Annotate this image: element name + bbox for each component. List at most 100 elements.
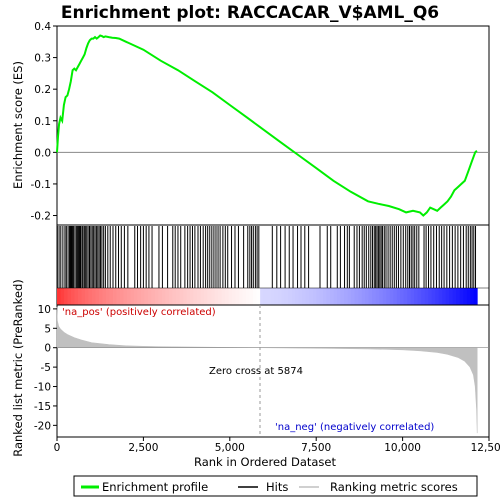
rank-color-segment: [92, 288, 96, 305]
rank-color-segment: [193, 288, 198, 305]
es-y-tick-label: 0.3: [34, 53, 51, 65]
rank-color-segment: [281, 288, 286, 305]
rank-color-segment: [407, 288, 412, 305]
rank-color-segment: [57, 288, 61, 305]
rank-color-segment: [88, 288, 93, 305]
rank-color-segment: [67, 288, 72, 305]
na-neg-annotation: 'na_neg' (negatively correlated): [275, 422, 434, 433]
rank-color-segment: [263, 288, 268, 305]
es-y-tick-label: 0.0: [34, 147, 51, 159]
rank-color-segment: [316, 288, 321, 305]
rank-color-segment: [463, 288, 468, 305]
rank-color-segment: [393, 288, 398, 305]
rank-color-segment: [389, 288, 394, 305]
es-y-tick-label: 0.4: [34, 21, 51, 33]
es-panel-frame: [56, 25, 490, 226]
metric-y-tick-label: 10: [38, 304, 51, 316]
metric-y-tick-label: -15: [34, 401, 51, 413]
metric-y-tick-label: -20: [34, 420, 51, 432]
rank-color-segment: [382, 288, 387, 305]
x-tick-label: 10,000: [384, 442, 421, 454]
rank-color-segment: [214, 288, 219, 305]
rank-color-segment: [148, 288, 152, 305]
rank-color-segment: [78, 288, 82, 305]
na-pos-annotation: 'na_pos' (positively correlated): [62, 307, 216, 318]
rank-color-segment: [270, 288, 275, 305]
rank-color-segment: [319, 288, 324, 305]
rank-color-segment: [274, 288, 279, 305]
rank-color-segment: [179, 288, 184, 305]
es-y-tick-label: 0.1: [34, 116, 51, 128]
rank-color-segment: [309, 288, 314, 305]
rank-color-segment: [211, 288, 215, 305]
rank-color-segment: [410, 288, 415, 305]
rank-color-segment: [197, 288, 201, 305]
rank-color-segment: [449, 288, 454, 305]
metric-y-tick-label: -5: [41, 362, 51, 374]
x-tick-label: 2,500: [128, 442, 158, 454]
x-tick-label: 12,500: [471, 442, 500, 454]
rank-color-segment: [459, 288, 464, 305]
rank-color-segment: [190, 288, 194, 305]
rank-color-segment: [323, 288, 328, 305]
rank-color-segment: [333, 288, 338, 305]
metric-y-tick-label: 0: [44, 343, 51, 355]
es-y-tick-label: 0.2: [34, 84, 51, 96]
rank-color-segment: [106, 288, 110, 305]
rank-color-segment: [242, 288, 247, 305]
rank-color-segment: [456, 288, 461, 305]
rank-color-segment: [158, 288, 163, 305]
rank-color-segment: [60, 288, 65, 305]
rank-color-segment: [239, 288, 244, 305]
rank-color-segment: [155, 288, 159, 305]
rank-color-segment: [386, 288, 391, 305]
metric-y-axis-label: Ranked list metric (PreRanked): [11, 279, 25, 457]
rank-color-segment: [120, 288, 124, 305]
rank-color-segment: [225, 288, 230, 305]
x-axis: 0 2,500 5,000 7,500 10,000 12,500: [54, 437, 500, 454]
rank-color-segment: [428, 288, 433, 305]
rank-color-segment: [442, 288, 447, 305]
rank-color-segment: [235, 288, 240, 305]
rank-color-segment: [249, 288, 254, 305]
rank-color-segment: [424, 288, 429, 305]
rank-color-segment: [302, 288, 307, 305]
x-tick-label: 5,000: [215, 442, 245, 454]
chart-title: Enrichment plot: RACCACAR_V$AML_Q6: [61, 3, 439, 23]
x-tick-label: 0: [54, 442, 61, 454]
rank-color-segment: [312, 288, 317, 305]
es-y-axis-label: Enrichment score (ES): [11, 61, 25, 189]
x-axis-label: Rank in Ordered Dataset: [194, 455, 337, 469]
ranking-metric-panel: -20 -15 -10 -5 0 5 10: [34, 304, 490, 438]
rank-color-segment: [260, 288, 265, 305]
enrichment-profile-line: [56, 34, 478, 217]
rank-color-segment: [337, 288, 342, 305]
rank-color-segment: [116, 288, 121, 305]
zero-cross-annotation: Zero cross at 5874: [209, 366, 303, 377]
rank-color-segment: [228, 288, 233, 305]
rank-color-segment: [445, 288, 450, 305]
rank-color-segment: [85, 288, 89, 305]
legend-label-hits: Hits: [266, 480, 288, 494]
rank-color-segment: [466, 288, 471, 305]
rank-color-segment: [375, 288, 380, 305]
rank-color-segment: [372, 288, 377, 305]
rank-color-segment: [141, 288, 145, 305]
rank-color-segment: [151, 288, 156, 305]
legend-label-enrichment-profile: Enrichment profile: [102, 480, 208, 494]
rank-color-segment: [351, 288, 356, 305]
rank-color-segment: [256, 288, 261, 305]
rank-color-segment: [295, 288, 300, 305]
metric-y-tick-label: -10: [34, 382, 51, 394]
rank-color-segment: [354, 288, 359, 305]
es-y-tick-label: -0.1: [31, 179, 52, 191]
rank-color-segment: [452, 288, 457, 305]
rank-color-segment: [298, 288, 303, 305]
rank-color-segment: [113, 288, 117, 305]
rank-color-segment: [183, 288, 187, 305]
rank-color-segment: [288, 288, 293, 305]
rank-color-segment: [340, 288, 345, 305]
rank-color-segment: [165, 288, 170, 305]
rank-color-segment: [74, 288, 79, 305]
es-y-tick-label: -0.2: [31, 211, 52, 223]
